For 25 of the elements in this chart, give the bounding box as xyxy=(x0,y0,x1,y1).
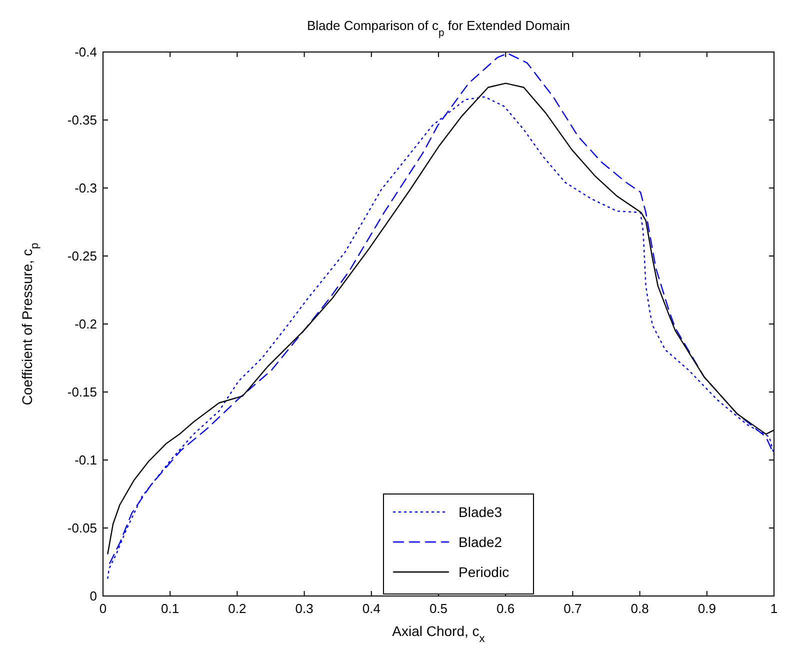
y-tick-label: -0.25 xyxy=(67,248,97,264)
legend-label: Periodic xyxy=(458,564,510,580)
y-tick-label: 0 xyxy=(90,588,97,604)
x-tick-label: 0.9 xyxy=(698,601,716,616)
x-tick-label: 0.3 xyxy=(295,601,314,616)
x-tick-label: 0.4 xyxy=(362,601,380,616)
x-tick-label: 1 xyxy=(770,601,778,616)
y-tick-label: -0.1 xyxy=(74,452,97,468)
y-tick-label: -0.15 xyxy=(67,384,97,400)
x-tick-label: 0.6 xyxy=(496,601,515,616)
legend-label: Blade3 xyxy=(458,504,502,520)
y-tick-label: -0.4 xyxy=(74,44,97,60)
x-tick-label: 0 xyxy=(99,601,107,616)
x-tick-label: 0.1 xyxy=(161,601,180,616)
x-tick-label: 0.8 xyxy=(630,601,649,616)
x-tick-label: 0.2 xyxy=(228,601,246,616)
legend-label: Blade2 xyxy=(458,534,502,550)
chart-title: Blade Comparison of c$_{p}$ for Extended Domain xyxy=(306,18,570,38)
y-tick-label: -0.2 xyxy=(74,316,97,332)
y-tick-label: -0.35 xyxy=(67,112,97,128)
y-tick-label: -0.3 xyxy=(74,180,97,196)
x-tick-label: 0.5 xyxy=(429,601,448,616)
x-tick-label: 0.7 xyxy=(564,601,582,616)
x-axis-title: Axial Chord, c$_{x}$ xyxy=(392,623,486,645)
y-tick-label: -0.05 xyxy=(67,520,97,536)
